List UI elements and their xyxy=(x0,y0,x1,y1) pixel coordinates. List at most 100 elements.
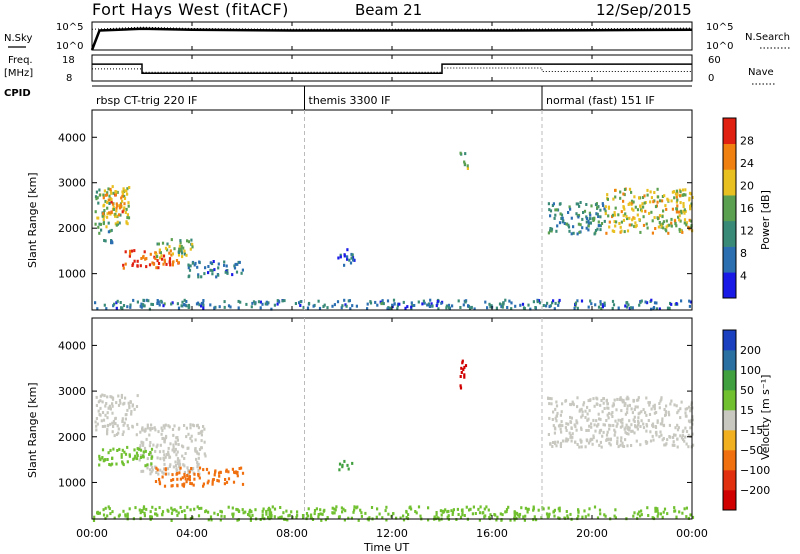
data-cell xyxy=(102,221,105,225)
data-cell xyxy=(323,303,326,307)
data-cell xyxy=(642,205,645,209)
data-cell xyxy=(581,410,584,414)
data-cell xyxy=(127,401,130,405)
data-cell xyxy=(659,430,662,434)
data-cell xyxy=(576,405,579,409)
data-cell xyxy=(94,222,97,226)
data-cell xyxy=(668,223,671,227)
data-cell xyxy=(446,515,449,519)
data-cell xyxy=(599,224,602,228)
data-cell xyxy=(633,431,636,435)
data-cell xyxy=(190,482,193,486)
data-cell xyxy=(111,402,114,406)
data-cell xyxy=(119,301,122,304)
data-cell xyxy=(679,190,682,194)
data-cell xyxy=(648,413,652,416)
data-cell xyxy=(666,512,669,516)
data-cell xyxy=(437,307,440,311)
data-cell xyxy=(331,506,334,510)
data-cell xyxy=(139,511,142,515)
data-cell xyxy=(206,481,209,485)
data-cell xyxy=(302,305,305,309)
data-cell xyxy=(569,415,572,419)
data-cell xyxy=(111,421,114,425)
data-cell xyxy=(118,206,122,210)
data-cell xyxy=(113,434,116,438)
data-cell xyxy=(171,263,174,267)
data-cell xyxy=(126,408,129,412)
data-cell xyxy=(623,207,626,211)
data-cell xyxy=(175,509,178,513)
data-cell xyxy=(233,264,236,268)
data-cell xyxy=(687,433,690,437)
data-cell xyxy=(683,439,686,443)
data-cell xyxy=(645,413,648,417)
data-cell xyxy=(582,403,585,407)
data-cell xyxy=(615,424,618,428)
data-cell xyxy=(578,409,581,413)
data-cell xyxy=(568,431,571,435)
data-cell xyxy=(681,430,684,434)
data-cell xyxy=(555,400,558,404)
data-cell xyxy=(436,299,439,303)
data-cell xyxy=(535,518,538,522)
data-cell xyxy=(670,224,673,228)
data-cell xyxy=(583,209,587,213)
data-cell xyxy=(613,213,617,217)
data-cell xyxy=(689,204,692,208)
data-cell xyxy=(290,510,293,514)
data-cell xyxy=(591,442,594,446)
data-cell xyxy=(109,229,112,233)
data-cell xyxy=(97,400,100,404)
data-cell xyxy=(170,511,174,515)
data-cell xyxy=(594,229,598,232)
data-cell xyxy=(461,511,464,514)
data-cell xyxy=(346,257,349,261)
data-cell xyxy=(599,403,602,407)
data-cell xyxy=(597,305,601,309)
data-cell xyxy=(472,505,475,509)
data-cell xyxy=(109,448,112,452)
data-cell xyxy=(672,440,675,444)
data-cell xyxy=(619,425,622,429)
data-cell xyxy=(348,258,351,262)
data-cell xyxy=(129,305,132,309)
data-cell xyxy=(612,402,615,406)
data-cell xyxy=(402,300,405,304)
data-cell xyxy=(645,429,648,433)
data-cell xyxy=(677,215,680,219)
data-cell xyxy=(213,473,216,477)
data-cell xyxy=(562,219,565,223)
data-cell xyxy=(319,512,322,516)
data-cell xyxy=(627,203,630,206)
data-cell xyxy=(106,191,109,195)
data-cell xyxy=(484,514,487,518)
data-cell xyxy=(158,477,161,481)
data-cell xyxy=(96,307,99,311)
data-cell xyxy=(197,468,200,472)
data-cell xyxy=(181,251,184,255)
colorbar-swatch xyxy=(723,410,736,431)
data-cell xyxy=(339,255,342,259)
data-cell xyxy=(195,457,198,461)
data-cell xyxy=(207,510,210,514)
data-cell xyxy=(636,405,639,409)
cpid-label: CPID xyxy=(4,88,31,99)
data-cell xyxy=(498,302,502,306)
data-cell xyxy=(269,513,273,517)
data-cell xyxy=(676,193,679,197)
data-cell xyxy=(183,457,186,460)
data-cell xyxy=(196,265,199,269)
data-cell xyxy=(690,219,693,223)
data-cell xyxy=(690,204,693,208)
data-cell xyxy=(121,448,124,452)
data-cell xyxy=(646,226,649,230)
data-cell xyxy=(197,273,200,277)
data-cell xyxy=(584,409,587,413)
data-cell xyxy=(660,433,663,437)
data-cell xyxy=(267,508,270,512)
data-cell xyxy=(689,513,692,517)
data-cell xyxy=(167,450,170,454)
data-cell xyxy=(679,434,682,438)
data-cell xyxy=(510,307,513,311)
